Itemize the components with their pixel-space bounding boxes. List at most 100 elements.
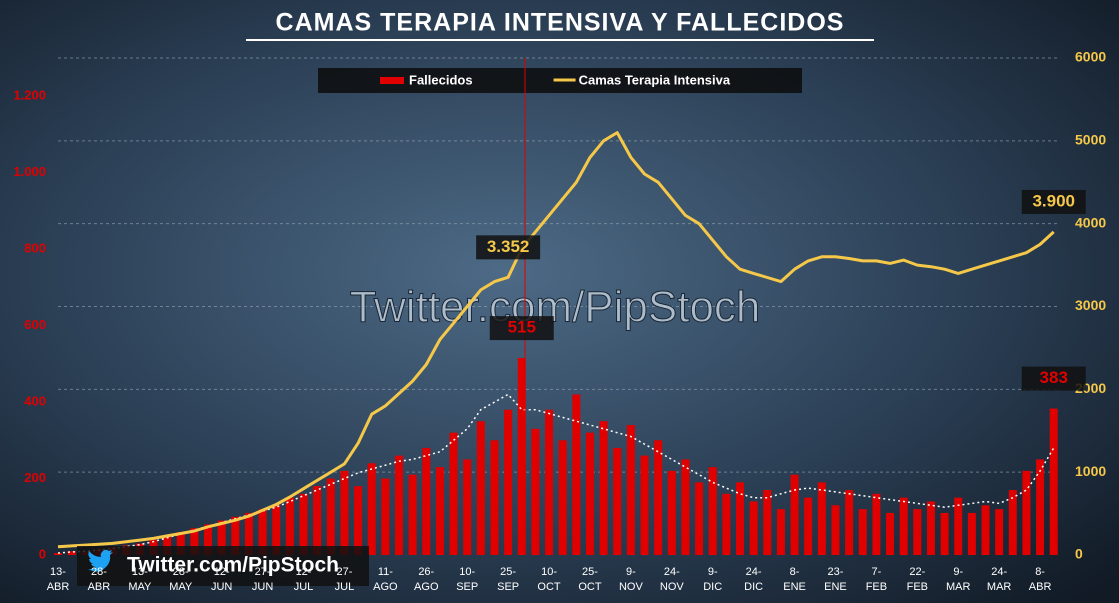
bar <box>763 490 772 555</box>
bar <box>626 425 635 555</box>
x-tick-label: 8-ENE <box>783 566 806 593</box>
bar <box>313 486 322 555</box>
bar <box>736 482 744 555</box>
bar <box>299 493 308 555</box>
bar <box>981 505 990 555</box>
bar <box>504 409 513 555</box>
y2-tick-label: 3000 <box>1075 297 1106 313</box>
bar <box>449 432 458 555</box>
bar <box>967 512 976 555</box>
bar <box>531 428 540 555</box>
bar <box>545 409 554 555</box>
x-tick-label: 24-NOV <box>660 566 685 593</box>
y-tick-label: 800 <box>24 241 46 256</box>
y-tick-label: 1.000 <box>13 164 46 179</box>
bar <box>285 497 294 555</box>
bar <box>640 455 649 555</box>
x-tick-label: 9-MAR <box>946 566 971 593</box>
bar <box>695 482 704 555</box>
bar <box>804 497 813 555</box>
x-tick-label: 25-OCT <box>578 566 602 593</box>
bar <box>667 470 676 555</box>
chart-title: CAMAS TERAPIA INTENSIVA Y FALLECIDOS <box>276 9 845 37</box>
bar <box>67 551 76 555</box>
x-tick-label: 10-OCT <box>537 566 561 593</box>
bar <box>204 524 213 555</box>
x-tick-label: 22-FEB <box>907 566 928 593</box>
bar <box>940 512 949 555</box>
bar <box>585 432 594 555</box>
bar <box>913 509 922 555</box>
bar <box>190 528 199 555</box>
bar <box>572 394 581 555</box>
bar <box>395 455 403 555</box>
bar <box>776 509 785 555</box>
value-label: 3.900 <box>1032 191 1075 210</box>
bar <box>749 501 758 555</box>
twitter-icon <box>88 549 113 572</box>
legend-swatch <box>380 77 404 84</box>
bar <box>435 467 444 555</box>
x-tick-label: 24-MAR <box>987 566 1012 593</box>
bar <box>1022 470 1031 555</box>
x-tick-label: 26-AGO <box>414 566 439 593</box>
badge: Twitter.com/PipStoch <box>77 546 369 586</box>
x-tick-label: 24-DIC <box>744 566 763 593</box>
bar <box>258 509 267 555</box>
bar <box>831 505 840 555</box>
bar <box>858 509 867 555</box>
x-tick-label: 13-MAY <box>128 566 152 593</box>
bar <box>613 447 622 555</box>
bar <box>886 512 895 555</box>
bar <box>463 459 472 555</box>
x-tick-label: 7-FEB <box>866 566 887 593</box>
bar <box>54 553 62 555</box>
badge-text: Twitter.com/PipStoch <box>127 554 339 577</box>
x-tick-label: 9-DIC <box>703 566 722 593</box>
x-tick-label: 9-NOV <box>619 566 644 593</box>
y-tick-label: 600 <box>24 317 46 332</box>
bar <box>790 474 799 555</box>
bar <box>926 501 935 555</box>
bar <box>163 535 172 555</box>
watermark: Twitter.com/PipStoch <box>350 283 761 332</box>
bar <box>476 421 485 555</box>
bar <box>354 486 363 555</box>
bar <box>1008 490 1017 555</box>
y2-tick-label: 1000 <box>1075 463 1106 479</box>
legend: Fallecidos Camas Terapia Intensiva <box>318 68 802 93</box>
bar <box>381 478 390 555</box>
bar <box>176 532 185 555</box>
bar <box>1036 459 1045 555</box>
bar <box>708 467 717 555</box>
value-label: 3.352 <box>487 237 530 256</box>
x-tick-label: 27-JUN <box>252 566 273 593</box>
bar <box>367 463 376 555</box>
x-tick-label: 25-SEP <box>497 566 519 593</box>
value-label-box <box>476 235 541 260</box>
bar <box>244 512 253 555</box>
bar <box>899 497 908 555</box>
bar <box>872 493 881 555</box>
value-label: 383 <box>1040 368 1068 387</box>
x-tick-label: 8-ABR <box>1029 566 1052 593</box>
bar <box>817 482 826 555</box>
x-tick-label: 12-JUN <box>211 566 232 593</box>
legend-label: Camas Terapia Intensiva <box>579 72 731 87</box>
bar <box>722 493 731 555</box>
bar <box>490 440 499 555</box>
x-tick-label: 10-SEP <box>456 566 478 593</box>
y2-tick-label: 6000 <box>1075 49 1106 65</box>
y-tick-label: 1.200 <box>13 88 46 103</box>
x-tick-label: 11-AGO <box>373 566 398 593</box>
bar <box>681 459 690 555</box>
bar <box>408 474 417 555</box>
bar <box>1049 408 1058 555</box>
value-label-box <box>1021 366 1086 391</box>
y-tick-label: 200 <box>24 470 46 485</box>
legend-label: Fallecidos <box>409 72 473 87</box>
x-tick-label: 28-ABR <box>88 566 111 593</box>
bar <box>422 447 431 555</box>
